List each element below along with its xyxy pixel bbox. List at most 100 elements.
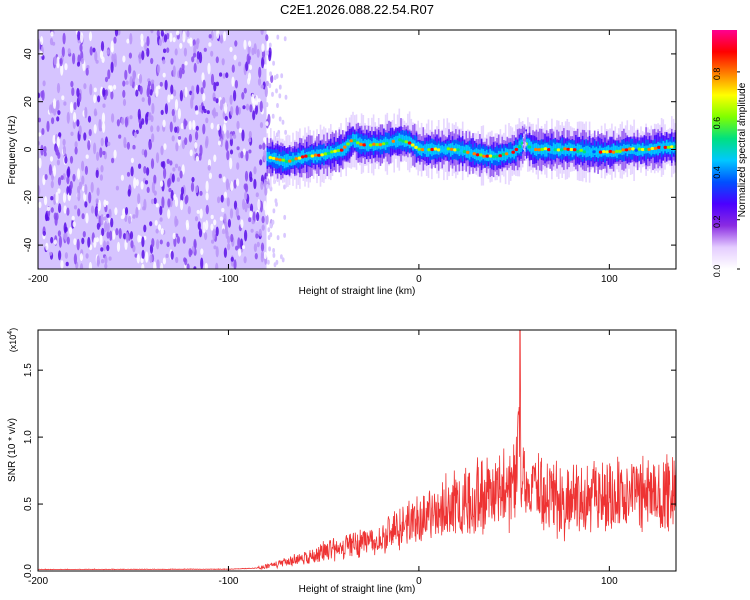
noise-cell: [140, 181, 144, 190]
snr-y-axis: 0.0 0.5 1.0 1.5: [23, 363, 676, 578]
ridge-peak-cell: [621, 148, 625, 152]
noise-cell: [230, 256, 234, 262]
noise-cell: [79, 263, 84, 269]
noise-cell: [49, 37, 54, 46]
noise-cell: [81, 237, 85, 245]
noise-cell: [54, 215, 58, 226]
noise-cell: [249, 203, 254, 213]
ridge-peak-cell: [330, 150, 334, 154]
ridge-peak-cell: [417, 147, 422, 151]
noise-cell: [253, 178, 257, 190]
noise-cell: [193, 240, 197, 249]
ridge-cell: [524, 149, 526, 152]
noise-cell: [231, 64, 235, 73]
ridge-peak-cell: [479, 153, 483, 157]
ridge-cell: [524, 152, 526, 156]
noise-cell: [180, 122, 184, 130]
noise-cell: [96, 255, 100, 267]
noise-cell: [120, 174, 124, 181]
noise-cell: [160, 180, 164, 187]
noise-cell: [88, 129, 92, 137]
ridge-peak-cell: [611, 150, 616, 154]
noise-cell: [190, 182, 195, 192]
ridge-peak-cell: [443, 148, 448, 152]
noise-cell: [269, 223, 273, 229]
noise-cell: [247, 138, 252, 143]
noise-cell: [82, 231, 86, 238]
noise-cell: [96, 187, 100, 196]
noise-cell: [89, 83, 93, 96]
noise-cell: [165, 253, 169, 258]
noise-cell: [280, 73, 284, 79]
x-tick-label: 0: [416, 576, 422, 587]
noise-cell: [272, 60, 275, 66]
snr-series-line: [38, 330, 676, 571]
noise-cell: [202, 79, 206, 89]
ridge-peak-cell: [317, 153, 321, 157]
noise-cell: [183, 47, 187, 57]
noise-cell: [272, 252, 276, 258]
noise-cell: [100, 165, 104, 173]
noise-cell: [223, 213, 227, 223]
noise-cell: [60, 260, 64, 269]
noise-cell: [242, 105, 246, 110]
noise-cell: [151, 238, 155, 248]
noise-cell: [104, 220, 108, 233]
ridge-peak-cell: [326, 151, 331, 155]
noise-cell: [217, 196, 221, 204]
ridge-cell: [612, 143, 615, 157]
noise-cell: [120, 215, 124, 220]
noise-cell: [77, 30, 81, 41]
noise-cell: [223, 247, 227, 258]
noise-cell: [243, 39, 247, 50]
noise-cell: [115, 228, 119, 236]
ridge-peak-cell: [404, 140, 409, 144]
noise-cell: [84, 106, 88, 119]
noise-cell: [230, 106, 234, 116]
noise-cell: [203, 47, 207, 52]
noise-cell: [105, 89, 109, 97]
noise-cell: [174, 126, 178, 133]
noise-cell: [46, 216, 50, 221]
noise-cell: [186, 30, 190, 38]
noise-cell: [160, 262, 164, 269]
noise-cell: [245, 150, 249, 162]
ridge-peak-cell: [608, 149, 613, 154]
snr-y-label: SNR (10 * v/v): [7, 418, 18, 482]
noise-cell: [97, 199, 101, 212]
noise-cell: [151, 102, 155, 115]
noise-cell: [160, 228, 164, 235]
ridge-peak-cell: [559, 148, 564, 152]
noise-cell: [249, 176, 253, 183]
noise-cell: [269, 71, 272, 77]
ridge-peak-cell: [547, 148, 551, 152]
noise-cell: [257, 98, 261, 103]
noise-cell: [260, 251, 264, 259]
ridge-peak-cell: [498, 154, 503, 158]
noise-cell: [160, 161, 164, 168]
noise-cell: [229, 94, 233, 105]
ridge-peak-cell: [650, 146, 655, 151]
snr-panel: -200 -100 0 100 0.0 0.5 1.0 1.5 Height of stra…: [7, 328, 677, 595]
noise-cell: [236, 146, 240, 151]
noise-cell: [93, 237, 97, 248]
noise-cell: [281, 257, 285, 263]
noise-cell: [150, 125, 154, 133]
noise-cell: [63, 222, 67, 234]
noise-cell: [62, 32, 66, 45]
noise-cell: [44, 174, 48, 180]
noise-cell: [92, 47, 96, 53]
noise-cell: [84, 184, 88, 195]
ridge-peak-cell: [670, 145, 674, 149]
noise-cell: [145, 251, 149, 263]
ridge-cell: [524, 138, 526, 142]
noise-cell: [237, 237, 241, 249]
noise-cell: [99, 147, 103, 158]
colorbar-tick-label: 0.2: [712, 215, 722, 228]
noise-cell: [52, 134, 56, 145]
noise-cell: [229, 46, 233, 53]
noise-cell: [153, 197, 157, 204]
ridge-peak-cell: [362, 143, 367, 147]
noise-cell: [95, 198, 99, 205]
noise-cell: [113, 84, 117, 90]
